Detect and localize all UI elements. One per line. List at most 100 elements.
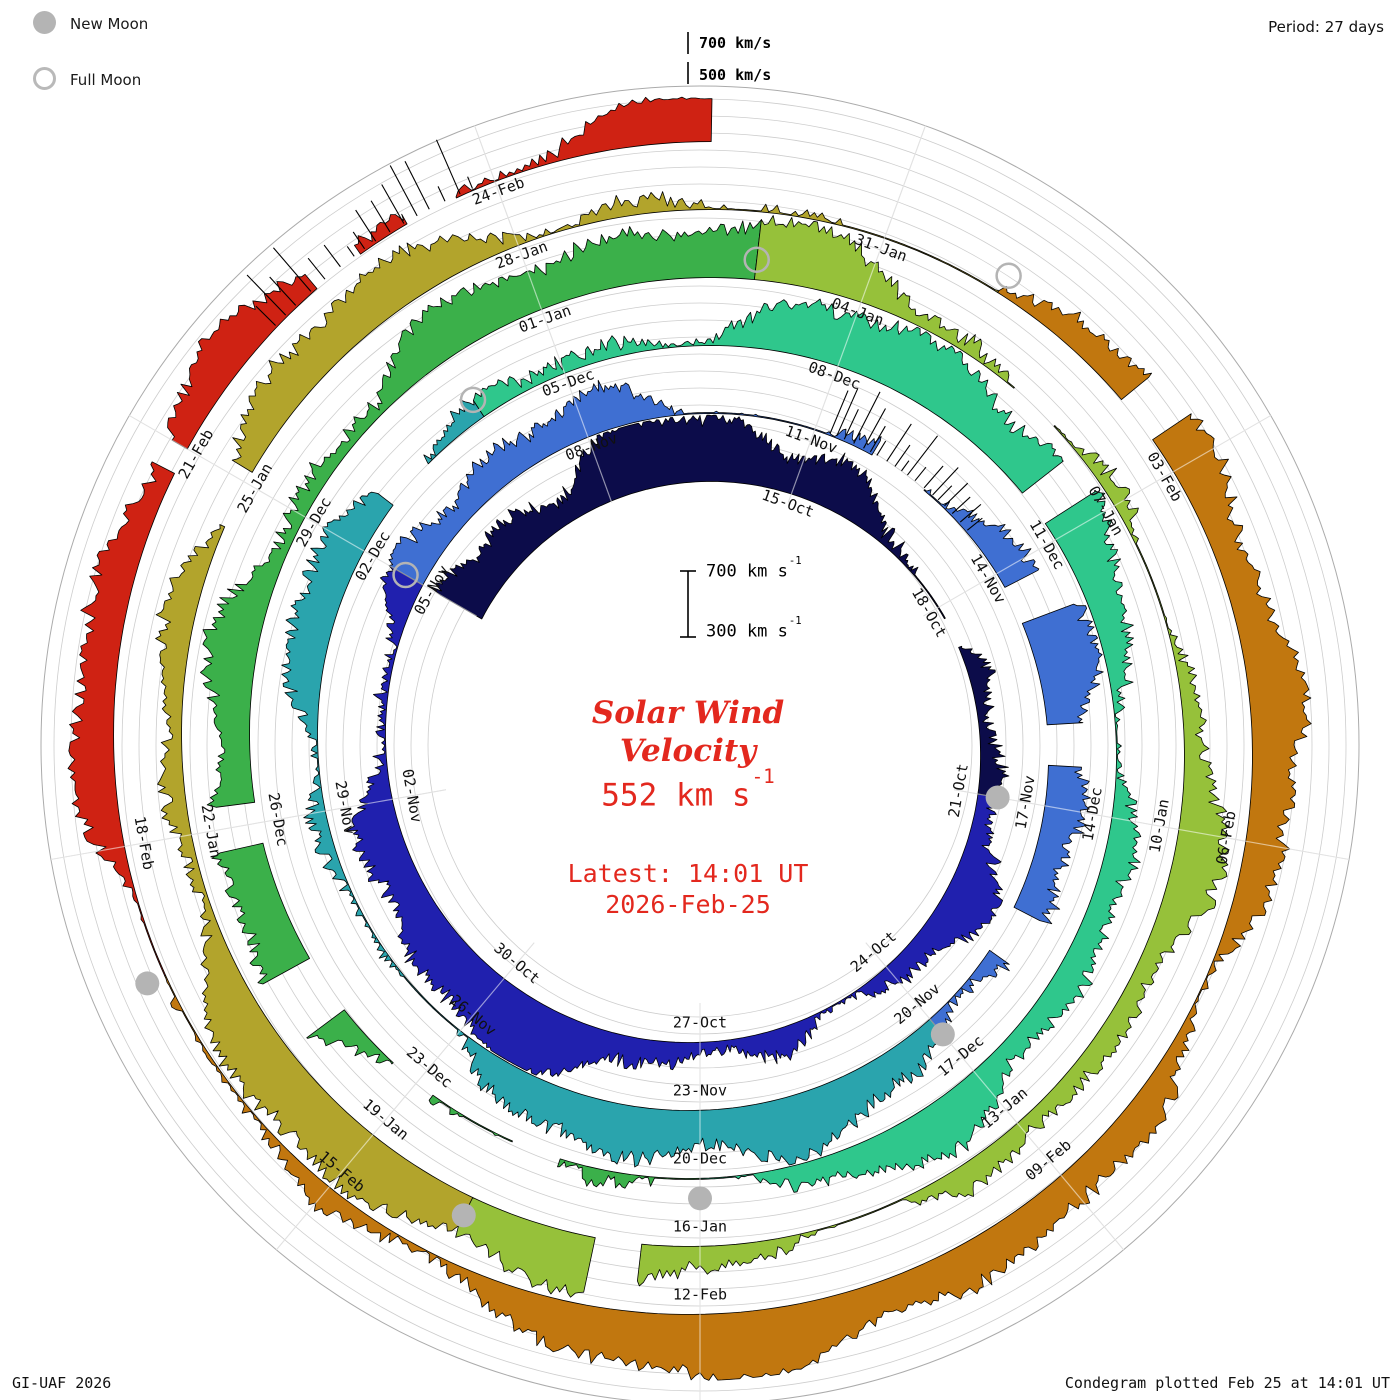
velocity-band-2025-12-04 (473, 298, 1064, 494)
data-spike (906, 435, 938, 476)
data-spike (944, 482, 969, 507)
data-spike (435, 139, 461, 195)
data-spike (346, 246, 355, 257)
data-spike (894, 444, 911, 467)
data-spike (269, 276, 297, 306)
data-spike (967, 517, 983, 531)
data-spike (255, 305, 276, 326)
velocity-band-2026-02-17 (67, 461, 175, 977)
data-spike (467, 176, 473, 189)
velocity-band-2025-11-05 (1013, 764, 1091, 925)
data-spike (389, 165, 418, 217)
date-label: 11-Nov (783, 422, 840, 457)
scalebar-top-label: 700 km s-1 (706, 555, 802, 582)
velocity-band-2025-12-20 (200, 219, 762, 808)
date-label: 20-Dec (673, 1149, 727, 1167)
data-spike (829, 390, 849, 434)
data-spike (959, 503, 982, 523)
data-spike (323, 244, 341, 268)
spoke-overlay (865, 942, 1125, 1251)
grid-outer-circle (40, 85, 1360, 1400)
velocity-band-2026-01-03 (754, 215, 1015, 389)
data-spike (951, 496, 971, 514)
full-moon-marker (743, 246, 770, 273)
new-moon-marker (688, 1186, 712, 1211)
data-spike (307, 257, 326, 280)
velocity-band-2026-01-03 (637, 425, 1230, 1287)
spoke-overlay (50, 789, 447, 861)
velocity-band-2025-10-21 (345, 565, 1003, 1077)
data-spike (886, 423, 912, 462)
credit-label: GI-UAF 2026 (12, 1374, 112, 1392)
top-scale-700: 700 km/s (699, 34, 772, 52)
data-spike (352, 231, 366, 250)
full-moon-marker (459, 386, 487, 414)
new-moon-marker (135, 971, 160, 996)
data-spike (843, 409, 859, 440)
velocity-band-2026-02-17 (167, 273, 318, 450)
full-moon-icon (33, 67, 56, 90)
data-spike (836, 387, 859, 437)
velocity-band-2026-02-01 (997, 285, 1152, 400)
velocity-band-2025-12-20 (211, 842, 310, 985)
spoke-overlay (275, 942, 535, 1251)
velocity-band-2025-12-04 (699, 490, 1142, 1193)
top-scale-500: 500 km/s (699, 66, 772, 84)
plotted-label: Condegram plotted Feb 25 at 14:01 UT (1064, 1374, 1390, 1392)
period-label: Period: 27 days (1268, 18, 1384, 36)
velocity-band-2025-10-09 (958, 645, 1010, 798)
spoke-overlay (474, 125, 613, 503)
data-spike (914, 466, 927, 482)
data-spike (370, 200, 391, 233)
velocity-band-2025-12-20 (306, 1009, 394, 1065)
data-spike (869, 425, 886, 453)
velocity-band-2026-02-01 (164, 413, 1312, 1381)
new-moon-marker (930, 1022, 955, 1047)
spoke-overlay (787, 125, 926, 503)
velocity-band-2026-01-03 (455, 1197, 596, 1298)
full-moon-marker (995, 262, 1022, 290)
velocity-band-2025-11-05 (923, 489, 1040, 588)
date-label: 18-Feb (131, 815, 158, 871)
latest-timestamp: Latest: 14:01 UT 2026-Feb-25 (567, 859, 809, 919)
data-spike (901, 460, 910, 472)
data-spike (876, 440, 887, 456)
current-velocity-value: 552 km s-1 (601, 765, 775, 814)
velocity-band-2026-01-18 (155, 524, 474, 1232)
date-label: 16-Jan (673, 1217, 727, 1235)
data-spike (863, 408, 886, 449)
new-moon-marker (451, 1203, 476, 1228)
data-spike (381, 184, 405, 224)
velocity-band-2025-12-20 (428, 1094, 513, 1143)
velocity-band-2025-11-20 (423, 399, 485, 465)
velocity-band-2025-10-09 (429, 414, 946, 620)
data-spike (923, 465, 944, 489)
date-label: 17-Nov (1012, 774, 1039, 830)
scalebar-bottom-label: 300 km s-1 (706, 615, 802, 642)
data-spike (246, 274, 287, 316)
velocity-band-2025-11-20 (281, 491, 943, 1168)
data-spike (437, 186, 446, 202)
velocity-band-2026-01-18 (231, 191, 1000, 473)
velocity-band-2025-11-05 (1021, 603, 1104, 726)
data-spike (272, 247, 312, 292)
velocity-band-2026-02-17 (455, 96, 713, 199)
data-spike (932, 467, 959, 496)
date-label: 22-Jan (198, 803, 225, 859)
velocity-band-2026-02-17 (354, 213, 408, 255)
date-label: 27-Oct (673, 1013, 727, 1031)
spoke-overlay (923, 414, 1272, 617)
full-moon-legend-label: Full Moon (70, 71, 142, 89)
data-spike (404, 160, 430, 210)
velocity-band-2025-11-05 (388, 379, 882, 586)
velocity-band-2025-11-05 (929, 949, 1010, 1034)
data-spike (937, 485, 953, 501)
chart-title: Solar Wind Velocity (591, 695, 785, 769)
full-moon-marker (392, 561, 419, 589)
new-moon-icon (33, 11, 56, 34)
date-label: 23-Nov (673, 1081, 727, 1099)
velocity-band-2025-12-20 (557, 1158, 701, 1189)
data-spike (853, 391, 881, 444)
date-label: 12-Feb (673, 1285, 727, 1303)
